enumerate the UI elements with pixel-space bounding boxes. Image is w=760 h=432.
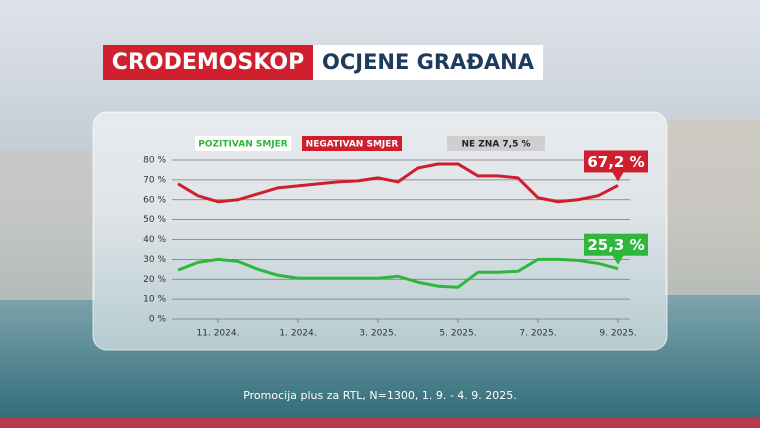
title: OCJENE GRAĐANA [322, 50, 535, 74]
brand-box [103, 45, 313, 80]
y-tick-label: 20 % [143, 275, 166, 285]
legend-box [195, 136, 291, 151]
annotation: NE ZNA 7,5 % [461, 140, 530, 150]
y-tick-label: 40 % [143, 235, 166, 245]
building [0, 150, 95, 300]
building [665, 120, 760, 295]
value-label-box [584, 233, 648, 256]
panel [92, 111, 668, 351]
y-tick-label: 30 % [143, 255, 166, 265]
series-line [177, 162, 619, 204]
value-label-box [584, 150, 648, 173]
y-tick-label: 70 % [143, 175, 166, 185]
y-tick-label: 80 % [143, 156, 166, 166]
source: Promocija plus za RTL, N=1300, 1. 9. - 4… [243, 389, 517, 402]
annotation-box [447, 136, 545, 151]
y-tick-label: 50 % [143, 215, 166, 225]
x-tick-label: 1. 2024. [279, 329, 316, 339]
legend-label: NEGATIVAN SMJER [306, 140, 399, 150]
title-box [313, 45, 543, 80]
value-label-pointer [612, 254, 624, 265]
x-tick-label: 3. 2025. [359, 329, 396, 339]
value-label-pointer [612, 171, 624, 182]
x-tick-label: 11. 2024. [197, 329, 240, 339]
bottom-strip [0, 418, 760, 428]
y-tick-label: 0 % [149, 315, 167, 325]
value-label: 67,2 % [587, 153, 644, 171]
series-line [177, 257, 619, 289]
value-label: 25,3 % [587, 236, 644, 254]
x-tick-label: 9. 2025. [599, 329, 636, 339]
legend-label: POZITIVAN SMJER [198, 140, 288, 150]
y-tick-label: 10 % [143, 295, 166, 305]
legend-box [302, 136, 402, 151]
x-tick-label: 5. 2025. [439, 329, 476, 339]
y-tick-label: 60 % [143, 195, 166, 205]
brand: CRODEMOSKOP [112, 50, 304, 75]
x-tick-label: 7. 2025. [519, 329, 556, 339]
